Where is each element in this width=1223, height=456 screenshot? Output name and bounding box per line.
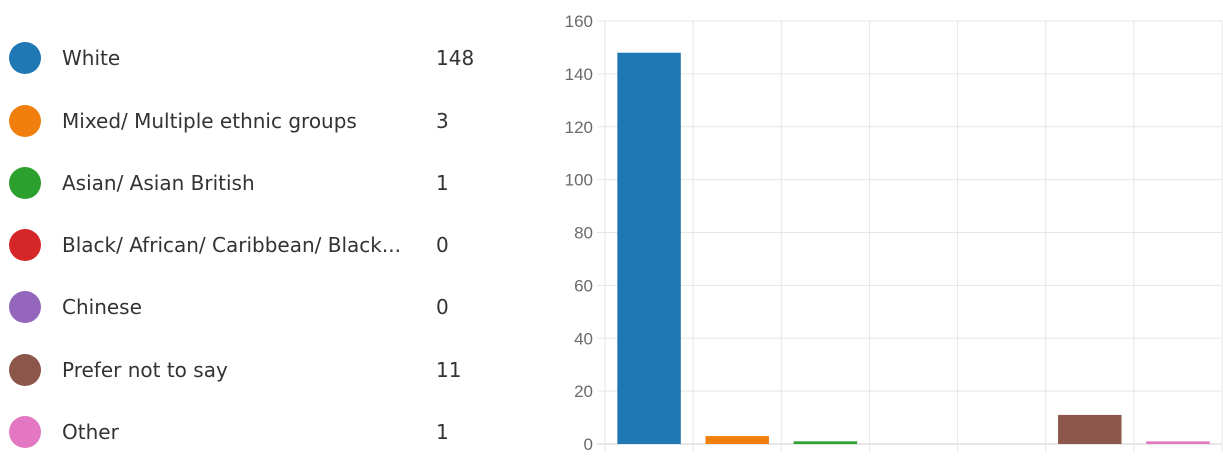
legend-swatch — [9, 416, 41, 448]
y-tick-label: 140 — [565, 65, 593, 84]
legend-label: Chinese — [62, 295, 142, 319]
bar — [1058, 414, 1122, 444]
legend-label: White — [62, 46, 121, 70]
legend-item: Other 1 — [0, 412, 500, 452]
legend-count: 148 — [436, 46, 475, 70]
y-tick-label: 100 — [565, 171, 593, 190]
legend-swatch — [9, 354, 41, 386]
legend-item: Black/ African/ Caribbean/ Black... 0 — [0, 225, 500, 265]
legend-swatch — [9, 167, 41, 199]
legend-label: Other — [62, 420, 119, 444]
bar — [617, 52, 681, 444]
legend-label: Mixed/ Multiple ethnic groups — [62, 109, 357, 133]
legend-item: Asian/ Asian British 1 — [0, 163, 500, 203]
y-tick-label: 80 — [574, 224, 593, 243]
legend-item: Prefer not to say 11 — [0, 350, 500, 390]
bar — [705, 436, 769, 444]
legend-item: Chinese 0 — [0, 287, 500, 327]
y-tick-label: 160 — [565, 12, 593, 31]
y-tick-label: 20 — [574, 382, 593, 401]
legend: White 148 Mixed/ Multiple ethnic groups … — [0, 0, 500, 456]
y-tick-label: 0 — [584, 435, 593, 454]
bar — [1146, 441, 1210, 444]
legend-count: 0 — [436, 233, 449, 257]
legend-swatch — [9, 291, 41, 323]
y-tick-label: 120 — [565, 118, 593, 137]
y-tick-label: 60 — [574, 276, 593, 295]
legend-count: 0 — [436, 295, 449, 319]
legend-item: White 148 — [0, 38, 500, 78]
legend-label: Black/ African/ Caribbean/ Black... — [62, 233, 401, 257]
legend-count: 1 — [436, 420, 449, 444]
legend-swatch — [9, 105, 41, 137]
y-tick-label: 40 — [574, 329, 593, 348]
legend-count: 3 — [436, 109, 449, 133]
legend-count: 1 — [436, 171, 449, 195]
legend-swatch — [9, 42, 41, 74]
legend-label: Asian/ Asian British — [62, 171, 255, 195]
bar — [793, 441, 858, 444]
legend-label: Prefer not to say — [62, 358, 228, 382]
legend-count: 11 — [436, 358, 462, 382]
legend-swatch — [9, 229, 41, 261]
legend-item: Mixed/ Multiple ethnic groups 3 — [0, 101, 500, 141]
